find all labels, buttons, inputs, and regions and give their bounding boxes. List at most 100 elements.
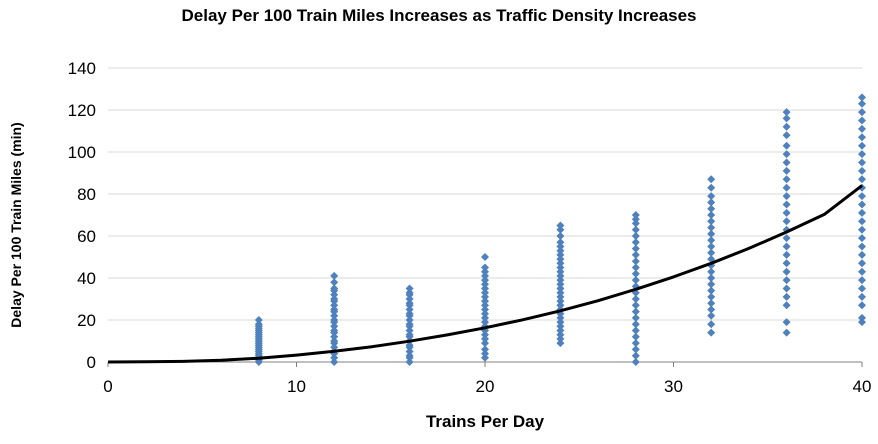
data-point bbox=[782, 292, 791, 301]
data-point bbox=[707, 211, 716, 219]
data-point bbox=[556, 271, 565, 280]
data-point bbox=[481, 309, 489, 318]
data-point bbox=[631, 215, 640, 224]
data-point bbox=[481, 292, 489, 301]
data-point bbox=[405, 305, 414, 314]
y-tick-label: 0 bbox=[87, 353, 96, 372]
data-point bbox=[858, 259, 866, 268]
data-point bbox=[707, 192, 716, 201]
data-point bbox=[481, 276, 489, 285]
data-point bbox=[858, 217, 866, 226]
data-point bbox=[481, 288, 489, 297]
data-point bbox=[405, 309, 414, 318]
trend-line bbox=[107, 184, 863, 364]
data-point bbox=[556, 297, 565, 306]
data-point bbox=[556, 250, 565, 259]
data-point bbox=[782, 200, 791, 209]
data-point bbox=[330, 305, 339, 314]
data-point bbox=[631, 351, 640, 360]
data-point bbox=[330, 337, 339, 345]
data-point bbox=[782, 150, 791, 159]
data-point bbox=[858, 292, 866, 301]
data-point bbox=[481, 313, 489, 322]
data-point bbox=[858, 99, 866, 108]
data-point bbox=[631, 232, 640, 240]
data-point bbox=[330, 358, 339, 366]
data-point bbox=[858, 124, 866, 133]
data-point bbox=[556, 318, 565, 327]
data-point bbox=[481, 353, 489, 362]
data-point bbox=[631, 263, 640, 272]
data-point bbox=[631, 219, 640, 228]
data-point bbox=[858, 150, 866, 159]
data-point bbox=[707, 248, 716, 257]
data-point bbox=[858, 133, 866, 142]
data-point bbox=[707, 217, 716, 226]
data-point bbox=[556, 255, 565, 264]
data-point bbox=[330, 311, 339, 320]
data-point bbox=[631, 345, 640, 354]
data-point bbox=[405, 330, 414, 339]
data-point bbox=[556, 238, 565, 247]
data-point bbox=[782, 208, 791, 217]
data-point bbox=[481, 301, 489, 310]
data-point bbox=[556, 292, 565, 301]
data-point bbox=[556, 339, 565, 348]
data-point bbox=[405, 295, 414, 303]
data-point bbox=[631, 211, 640, 219]
y-tick-label: 100 bbox=[68, 143, 96, 162]
data-point bbox=[631, 313, 640, 322]
data-point bbox=[556, 221, 565, 230]
data-point bbox=[631, 332, 640, 341]
data-point bbox=[330, 322, 339, 331]
data-point bbox=[330, 316, 339, 324]
data-point bbox=[631, 307, 640, 316]
data-point bbox=[556, 280, 565, 289]
data-point bbox=[556, 259, 565, 268]
data-point bbox=[858, 234, 866, 243]
data-point bbox=[782, 259, 791, 268]
y-tick-label: 140 bbox=[68, 59, 96, 78]
data-point bbox=[330, 271, 339, 280]
data-point bbox=[782, 250, 791, 259]
data-point bbox=[858, 225, 866, 234]
data-point bbox=[707, 204, 716, 213]
data-point bbox=[782, 183, 791, 192]
data-point bbox=[707, 286, 716, 295]
data-point bbox=[405, 284, 414, 293]
data-point bbox=[481, 297, 489, 306]
data-point bbox=[707, 236, 716, 245]
data-point bbox=[707, 267, 716, 276]
data-point bbox=[782, 175, 791, 184]
y-tick-label: 40 bbox=[77, 269, 96, 288]
data-point bbox=[858, 276, 866, 285]
data-point bbox=[782, 267, 791, 276]
data-point bbox=[707, 299, 716, 308]
data-point bbox=[782, 141, 791, 150]
y-axis-label-container: Delay Per 100 Train Miles (min) bbox=[4, 80, 28, 370]
data-point bbox=[707, 183, 716, 192]
data-point bbox=[707, 280, 716, 289]
data-point bbox=[707, 320, 716, 329]
y-tick-label: 20 bbox=[77, 311, 96, 330]
data-point bbox=[858, 313, 866, 322]
data-point bbox=[481, 284, 489, 293]
data-point bbox=[631, 257, 640, 266]
data-point bbox=[782, 122, 791, 131]
data-point bbox=[858, 166, 866, 175]
data-point bbox=[254, 316, 263, 324]
data-point bbox=[782, 276, 791, 285]
data-point bbox=[556, 267, 565, 276]
data-point bbox=[330, 278, 339, 287]
data-point bbox=[858, 200, 866, 209]
data-point bbox=[481, 305, 489, 314]
data-point bbox=[330, 301, 339, 310]
data-point bbox=[556, 330, 565, 339]
data-point bbox=[858, 250, 866, 259]
data-point bbox=[254, 320, 263, 329]
data-point bbox=[556, 263, 565, 272]
data-point bbox=[782, 108, 791, 117]
data-point bbox=[330, 332, 339, 341]
data-point bbox=[782, 284, 791, 293]
data-point bbox=[330, 343, 339, 352]
